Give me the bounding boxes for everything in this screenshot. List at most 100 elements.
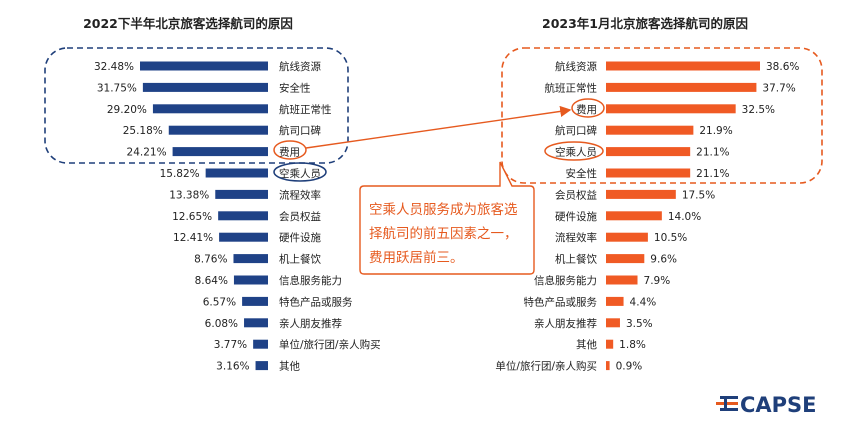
left-bar-value-label: 31.75% xyxy=(97,82,137,94)
right-category-label: 信息服务能力 xyxy=(534,274,597,287)
left-bar xyxy=(242,296,268,306)
right-bar-value-label: 14.0% xyxy=(668,211,701,223)
left-category-label: 特色产品或服务 xyxy=(279,295,353,308)
left-chart-title: 2022下半年北京旅客选择航司的原因 xyxy=(83,16,293,31)
right-bar xyxy=(606,147,691,157)
left-category-label: 机上餐饮 xyxy=(279,253,321,266)
right-bar-value-label: 38.6% xyxy=(766,61,799,73)
right-bar xyxy=(606,189,676,199)
left-bar xyxy=(168,125,268,135)
left-bar xyxy=(152,104,268,114)
left-category-label: 空乘人员 xyxy=(279,167,321,180)
left-bar xyxy=(233,254,268,264)
left-category-label: 会员权益 xyxy=(279,210,321,223)
right-bar-value-label: 37.7% xyxy=(762,82,795,94)
right-bar-value-label: 9.6% xyxy=(650,254,677,266)
left-category-label: 费用 xyxy=(279,146,300,159)
right-category-label: 硬件设施 xyxy=(555,210,597,223)
left-category-label: 单位/旅行团/亲人购买 xyxy=(279,338,381,351)
right-bar-value-label: 10.5% xyxy=(654,232,687,244)
right-category-label: 机上餐饮 xyxy=(555,253,597,266)
left-bar xyxy=(140,61,268,71)
logo-mark-icon xyxy=(716,396,738,411)
left-bar-value-label: 25.18% xyxy=(123,125,163,137)
right-category-label: 航班正常性 xyxy=(545,81,598,94)
right-category-label: 单位/旅行团/亲人购买 xyxy=(495,360,597,373)
right-bar-value-label: 21.1% xyxy=(696,147,729,159)
callout-line-1: 空乘人员服务成为旅客选 xyxy=(369,201,518,218)
left-bar xyxy=(219,232,268,242)
callout-line-2: 择航司的前五因素之一， xyxy=(369,225,518,242)
logo-text: CAPSE xyxy=(740,393,817,417)
right-bar xyxy=(606,296,624,306)
right-chart-title: 2023年1月北京旅客选择航司的原因 xyxy=(542,16,748,31)
right-category-label: 费用 xyxy=(576,103,597,116)
right-bar-value-label: 7.9% xyxy=(644,275,671,287)
right-category-label: 安全性 xyxy=(566,167,598,180)
right-bar-value-label: 32.5% xyxy=(742,104,775,116)
left-bar-value-label: 8.76% xyxy=(194,254,227,266)
left-bar-value-label: 15.82% xyxy=(160,168,200,180)
left-bar xyxy=(205,168,268,178)
right-bar xyxy=(606,211,662,221)
fee-connector-arrow xyxy=(305,105,572,149)
right-bar xyxy=(606,254,645,264)
right-category-label: 航线资源 xyxy=(555,60,597,73)
right-category-label: 空乘人员 xyxy=(555,146,597,159)
left-bar xyxy=(255,361,268,371)
right-bar-chart: 38.6% 航线资源 37.7% 航班正常性 32.5% 费用 21.9% 航司口碑 21.1%… xyxy=(495,60,799,373)
capse-logo: CAPSE xyxy=(716,393,817,417)
left-category-label: 亲人朋友推荐 xyxy=(279,317,342,330)
left-bar xyxy=(233,275,268,285)
callout-bubble xyxy=(359,161,535,275)
right-bar xyxy=(606,61,760,71)
left-bar-chart: 32.48% 航线资源 31.75% 安全性 29.20% 航班正常性 25.18% 航司口碑… xyxy=(94,60,381,373)
right-bar xyxy=(606,168,691,178)
right-fee-circle xyxy=(571,98,605,118)
right-category-label: 航司口碑 xyxy=(555,124,597,137)
right-bar xyxy=(606,232,648,242)
left-fee-circle xyxy=(273,140,307,160)
right-category-label: 特色产品或服务 xyxy=(524,295,598,308)
left-bar-value-label: 12.65% xyxy=(172,211,212,223)
left-category-label: 航司口碑 xyxy=(279,124,321,137)
left-bar-value-label: 29.20% xyxy=(107,104,147,116)
right-category-label: 会员权益 xyxy=(555,188,597,201)
left-bar xyxy=(218,211,268,221)
left-category-label: 航线资源 xyxy=(279,60,321,73)
callout-line-3: 费用跃居前三。 xyxy=(369,249,464,266)
left-bar xyxy=(215,189,268,199)
left-bar-value-label: 6.57% xyxy=(203,296,236,308)
left-bar xyxy=(253,339,268,349)
right-bar-value-label: 17.5% xyxy=(682,189,715,201)
left-bar-value-label: 24.21% xyxy=(127,147,167,159)
right-category-label: 其他 xyxy=(576,338,597,351)
left-bar xyxy=(172,147,268,157)
right-bar-value-label: 3.5% xyxy=(626,318,653,330)
left-bar-value-label: 6.08% xyxy=(205,318,238,330)
right-crew-circle xyxy=(544,141,604,161)
left-bar-value-label: 13.38% xyxy=(169,189,209,201)
right-bar xyxy=(606,82,757,92)
right-bar xyxy=(606,339,614,349)
right-bar-value-label: 21.1% xyxy=(696,168,729,180)
right-bar-value-label: 21.9% xyxy=(699,125,732,137)
left-category-label: 安全性 xyxy=(279,81,311,94)
right-bar xyxy=(606,104,736,114)
left-bar xyxy=(244,318,268,328)
left-category-label: 流程效率 xyxy=(279,188,321,201)
right-bar-value-label: 4.4% xyxy=(630,296,657,308)
left-bar-value-label: 12.41% xyxy=(173,232,213,244)
left-category-label: 信息服务能力 xyxy=(279,274,342,287)
right-category-label: 流程效率 xyxy=(555,231,597,244)
left-category-label: 航班正常性 xyxy=(279,103,332,116)
left-category-label: 其他 xyxy=(279,360,300,373)
right-bar xyxy=(606,361,610,371)
right-bar-value-label: 1.8% xyxy=(619,339,646,351)
right-bar xyxy=(606,275,638,285)
right-bar xyxy=(606,125,694,135)
left-bar-value-label: 3.77% xyxy=(214,339,247,351)
left-crew-circle xyxy=(273,162,327,182)
right-bar xyxy=(606,318,620,328)
